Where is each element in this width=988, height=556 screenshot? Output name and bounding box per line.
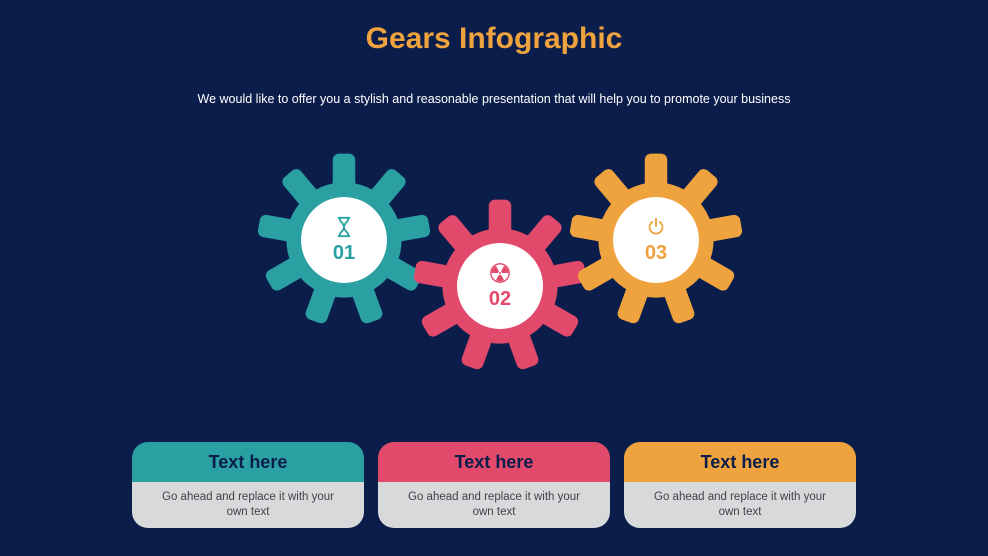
gear-01: 01: [254, 150, 434, 330]
card-body: Go ahead and replace it with your own te…: [378, 482, 610, 528]
slide: Gears Infographic We would like to offer…: [0, 0, 988, 556]
radiation-icon: [489, 262, 511, 284]
card-header: Text here: [378, 442, 610, 482]
card-body: Go ahead and replace it with your own te…: [132, 482, 364, 528]
gears-row: 01 02 03: [0, 150, 988, 370]
gear-02: 02: [410, 196, 590, 376]
gear-hub: 01: [301, 197, 387, 283]
card-header: Text here: [132, 442, 364, 482]
info-card-3: Text hereGo ahead and replace it with yo…: [624, 442, 856, 528]
gear-hub: 03: [613, 197, 699, 283]
gear-number: 03: [645, 242, 667, 265]
gear-number: 02: [489, 288, 511, 311]
info-card-1: Text hereGo ahead and replace it with yo…: [132, 442, 364, 528]
page-title: Gears Infographic: [0, 22, 988, 56]
card-body: Go ahead and replace it with your own te…: [624, 482, 856, 528]
gear-03: 03: [566, 150, 746, 330]
card-header: Text here: [624, 442, 856, 482]
gear-hub: 02: [457, 243, 543, 329]
hourglass-icon: [333, 216, 355, 238]
cards-row: Text hereGo ahead and replace it with yo…: [0, 442, 988, 528]
info-card-2: Text hereGo ahead and replace it with yo…: [378, 442, 610, 528]
power-icon: [645, 216, 667, 238]
page-subtitle: We would like to offer you a stylish and…: [0, 92, 988, 106]
gear-number: 01: [333, 242, 355, 265]
